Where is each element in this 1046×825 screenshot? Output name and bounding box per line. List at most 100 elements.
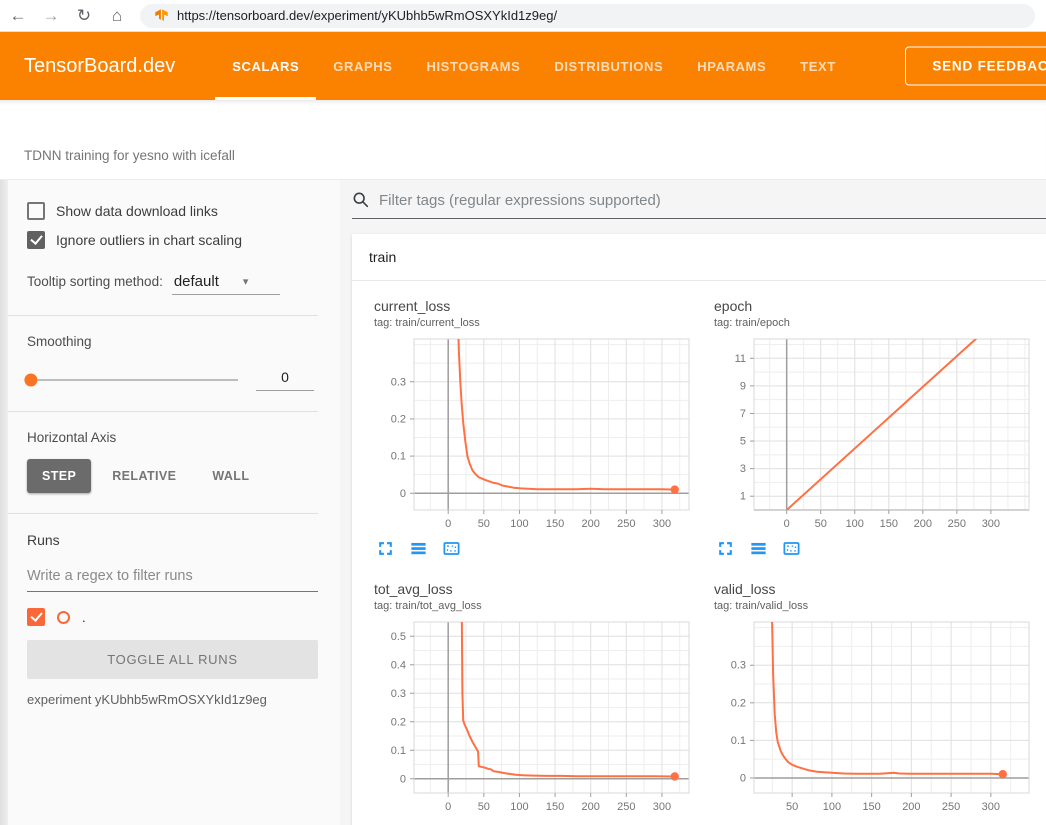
svg-text:0.3: 0.3 bbox=[391, 688, 406, 700]
checkbox-label: Ignore outliers in chart scaling bbox=[56, 232, 242, 248]
nav-tabs: SCALARSGRAPHSHISTOGRAMSDISTRIBUTIONSHPAR… bbox=[215, 32, 853, 100]
browser-chrome: ← → ↻ ⌂ https://tensorboard.dev/experime… bbox=[0, 0, 1046, 32]
toggle-all-runs-button[interactable]: TOGGLE ALL RUNS bbox=[27, 640, 318, 679]
axis-step-button[interactable]: STEP bbox=[27, 459, 91, 493]
back-icon[interactable]: ← bbox=[8, 7, 28, 24]
run-color-swatch-icon bbox=[57, 611, 70, 624]
svg-text:100: 100 bbox=[823, 801, 841, 813]
svg-text:250: 250 bbox=[942, 801, 960, 813]
runs-label: Runs bbox=[27, 532, 318, 548]
svg-text:250: 250 bbox=[948, 518, 966, 530]
forward-icon[interactable]: → bbox=[41, 7, 61, 24]
chart-plot[interactable]: 5010015020025030000.10.20.3 bbox=[702, 617, 1039, 819]
svg-text:50: 50 bbox=[815, 518, 827, 530]
run-checkbox[interactable] bbox=[27, 608, 45, 626]
svg-text:5: 5 bbox=[740, 436, 746, 448]
filter-tags-input[interactable] bbox=[379, 192, 1046, 209]
runs-filter-input[interactable] bbox=[27, 564, 318, 592]
svg-text:150: 150 bbox=[546, 801, 564, 813]
filter-tags-row bbox=[352, 191, 1046, 219]
svg-text:0.1: 0.1 bbox=[731, 735, 746, 747]
svg-text:100: 100 bbox=[510, 518, 528, 530]
home-icon[interactable]: ⌂ bbox=[107, 7, 127, 24]
fit-domain-icon[interactable] bbox=[442, 539, 462, 559]
show-download-links-checkbox[interactable] bbox=[27, 202, 45, 220]
send-feedback-button[interactable]: SEND FEEDBACK bbox=[905, 47, 1046, 86]
svg-text:0.2: 0.2 bbox=[391, 413, 406, 425]
svg-text:0: 0 bbox=[740, 772, 746, 784]
svg-text:300: 300 bbox=[982, 801, 1000, 813]
svg-text:200: 200 bbox=[914, 518, 932, 530]
svg-text:0: 0 bbox=[400, 773, 406, 785]
chart-tag: tag: train/valid_loss bbox=[702, 600, 1040, 612]
url-text: https://tensorboard.dev/experiment/yKUbh… bbox=[177, 8, 557, 23]
sidebar-scrollbar[interactable] bbox=[0, 180, 8, 825]
svg-text:0.4: 0.4 bbox=[391, 659, 406, 671]
svg-text:100: 100 bbox=[510, 801, 528, 813]
chart-tag: tag: train/current_loss bbox=[362, 317, 700, 329]
chart-plot[interactable]: 05010015020025030000.10.20.3 bbox=[362, 334, 699, 536]
tooltip-sorting-label: Tooltip sorting method: bbox=[27, 274, 163, 289]
tab-hparams[interactable]: HPARAMS bbox=[680, 32, 783, 100]
smoothing-label: Smoothing bbox=[27, 334, 318, 349]
svg-text:300: 300 bbox=[653, 801, 671, 813]
chart-toolbar bbox=[702, 539, 1040, 559]
svg-text:0.1: 0.1 bbox=[391, 745, 406, 757]
log-scale-icon[interactable] bbox=[749, 539, 769, 559]
axis-wall-button[interactable]: WALL bbox=[197, 459, 264, 493]
chart-tag: tag: train/epoch bbox=[702, 317, 1040, 329]
svg-text:0.2: 0.2 bbox=[731, 697, 746, 709]
checkbox-label: Show data download links bbox=[56, 203, 218, 219]
svg-text:0: 0 bbox=[445, 801, 451, 813]
chart-card-tot_avg_loss: tot_avg_loss tag: train/tot_avg_loss 050… bbox=[362, 581, 700, 825]
svg-text:0.2: 0.2 bbox=[391, 716, 406, 728]
subheader: TDNN training for yesno with icefall bbox=[0, 100, 1046, 180]
tab-text[interactable]: TEXT bbox=[783, 32, 853, 100]
smoothing-slider[interactable] bbox=[27, 379, 238, 381]
expand-chart-icon[interactable] bbox=[716, 539, 736, 559]
svg-text:200: 200 bbox=[582, 518, 600, 530]
svg-text:200: 200 bbox=[902, 801, 920, 813]
svg-text:50: 50 bbox=[786, 801, 798, 813]
axis-relative-button[interactable]: RELATIVE bbox=[97, 459, 191, 493]
svg-text:7: 7 bbox=[740, 408, 746, 420]
experiment-caption: experiment yKUbhb5wRmOSXYkId1z9eg bbox=[27, 692, 318, 707]
ignore-outliers-checkbox[interactable] bbox=[27, 231, 45, 249]
tab-scalars[interactable]: SCALARS bbox=[215, 32, 316, 100]
svg-text:250: 250 bbox=[617, 518, 635, 530]
address-bar[interactable]: https://tensorboard.dev/experiment/yKUbh… bbox=[140, 4, 1035, 28]
svg-text:9: 9 bbox=[740, 380, 746, 392]
brand-logo[interactable]: TensorBoard.dev bbox=[24, 55, 175, 78]
tab-histograms[interactable]: HISTOGRAMS bbox=[409, 32, 537, 100]
svg-text:200: 200 bbox=[582, 801, 600, 813]
search-icon bbox=[352, 191, 370, 209]
svg-text:0.3: 0.3 bbox=[391, 376, 406, 388]
smoothing-value-input[interactable]: 0 bbox=[256, 369, 314, 391]
reload-icon[interactable]: ↻ bbox=[74, 7, 94, 24]
svg-text:150: 150 bbox=[862, 801, 880, 813]
fit-domain-icon[interactable] bbox=[782, 539, 802, 559]
svg-text:250: 250 bbox=[617, 801, 635, 813]
tab-graphs[interactable]: GRAPHS bbox=[316, 32, 409, 100]
chevron-down-icon: ▾ bbox=[243, 275, 249, 288]
run-name: . bbox=[82, 610, 86, 625]
tag-group-header[interactable]: train bbox=[352, 234, 1046, 281]
tooltip-sorting-select[interactable]: default ▾ bbox=[172, 273, 280, 295]
svg-text:150: 150 bbox=[880, 518, 898, 530]
tag-group-card: train current_loss tag: train/current_lo… bbox=[352, 234, 1046, 825]
chart-plot[interactable]: 05010015020025030000.10.20.30.40.5 bbox=[362, 617, 699, 819]
smoothing-slider-thumb[interactable] bbox=[24, 374, 37, 387]
chart-tag: tag: train/tot_avg_loss bbox=[362, 600, 700, 612]
svg-text:300: 300 bbox=[982, 518, 1000, 530]
chart-plot[interactable]: 0501001502002503001357911 bbox=[702, 334, 1039, 536]
svg-text:0: 0 bbox=[784, 518, 790, 530]
tab-distributions[interactable]: DISTRIBUTIONS bbox=[537, 32, 680, 100]
chart-card-current_loss: current_loss tag: train/current_loss 050… bbox=[362, 298, 700, 559]
svg-text:0.5: 0.5 bbox=[391, 631, 406, 643]
log-scale-icon[interactable] bbox=[409, 539, 429, 559]
settings-sidebar: Show data download links Ignore outliers… bbox=[0, 180, 340, 825]
expand-chart-icon[interactable] bbox=[376, 539, 396, 559]
tensorboard-favicon-icon bbox=[154, 8, 169, 23]
tooltip-sorting-value: default bbox=[174, 273, 219, 290]
svg-text:0.1: 0.1 bbox=[391, 451, 406, 463]
